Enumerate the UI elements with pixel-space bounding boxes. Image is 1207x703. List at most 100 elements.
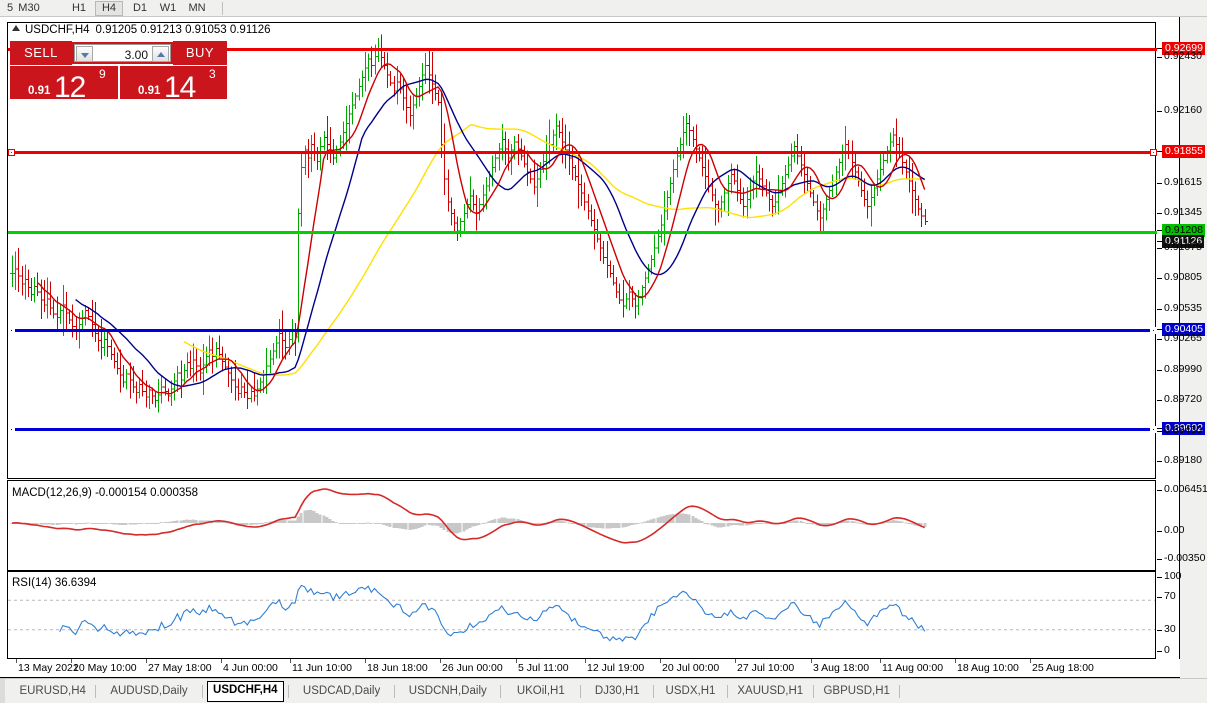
volume-decrement-button[interactable] [76, 46, 93, 62]
support-blue-lower[interactable] [8, 428, 1157, 431]
timeframe-m30[interactable]: M30 [18, 2, 40, 14]
buy-price-block[interactable]: 0.91 14 3 [120, 66, 227, 99]
price-axis-marker-red[interactable]: 0.92699 [1162, 42, 1205, 55]
tab-separator [95, 685, 97, 698]
time-axis-label: 26 Jun 00:00 [442, 662, 503, 674]
tab-separator [899, 685, 901, 698]
sell-button[interactable]: SELL [10, 41, 72, 65]
axis-tick [1157, 151, 1162, 152]
rsi-indicator-label: RSI(14) 36.6394 [12, 577, 97, 589]
axis-tick [1157, 213, 1162, 214]
tab-separator [500, 685, 502, 698]
price-axis-label: -0.00350 [1164, 552, 1206, 564]
price-axis-label: 0.92430 [1164, 50, 1202, 62]
chart-tab-gbpusd-h1[interactable]: GBPUSD,H1 [823, 685, 890, 697]
buy-price-prefix: 0.91 [138, 85, 161, 97]
chart-symbol-label: USDCHF,H4 [25, 24, 90, 36]
timeframe-m5[interactable]: 5 [6, 2, 14, 14]
volume-control[interactable]: 3.00 [72, 42, 173, 64]
time-axis-tick [955, 659, 956, 663]
axis-tick [1157, 278, 1162, 279]
chart-tab-usdchf-h4[interactable]: USDCHF,H4 [206, 681, 284, 702]
sell-price-point: 9 [99, 67, 106, 81]
support-blue-upper-handle-right[interactable] [1150, 327, 1157, 334]
tab-separator [201, 685, 203, 698]
axis-tick [1157, 559, 1162, 560]
chart-tab-bar[interactable]: EURUSD,H4 AUDUSD,Daily USDCHF,H4 USDCAD,Dai… [0, 678, 1207, 703]
price-panel-border [7, 22, 1156, 479]
price-axis-label: 0.89720 [1164, 393, 1202, 405]
chevron-down-icon [81, 53, 89, 58]
time-axis[interactable]: 13 May 2021 20 May 10:00 27 May 18:00 4 Jun… [8, 659, 1180, 677]
timeframe-mn[interactable]: MN [188, 2, 206, 14]
axis-tick [1157, 339, 1162, 340]
timeframe-h4[interactable]: H4 [95, 1, 123, 16]
support-blue-lower-handle-left[interactable] [8, 426, 15, 433]
chart-expand-arrow-icon[interactable] [12, 25, 20, 31]
candlestick-chart [10, 34, 928, 413]
axis-tick [1157, 597, 1162, 598]
buy-button[interactable]: BUY [173, 41, 227, 65]
axis-tick [1157, 309, 1162, 310]
support-green[interactable] [8, 231, 1157, 234]
price-axis-marker-black[interactable]: 0.91126 [1162, 235, 1205, 248]
support-blue-lower-handle-right[interactable] [1150, 426, 1157, 433]
price-axis-label: 0.92160 [1164, 104, 1202, 116]
one-click-trading-panel[interactable]: SELL 3.00 BUY 0.91 12 9 0.91 14 3 [10, 41, 227, 99]
price-axis-label: 0.90805 [1164, 271, 1202, 283]
time-axis-tick [71, 659, 72, 663]
price-axis-marker-green[interactable]: 0.91208 [1162, 224, 1205, 237]
toolbar-filler [183, 0, 1207, 16]
chart-ohlc-values: 0.91205 0.91213 0.91053 0.91126 [95, 24, 271, 36]
timeframe-w1[interactable]: W1 [159, 2, 177, 14]
macd-panel[interactable] [8, 481, 1155, 570]
chart-tab-ukoil-h1[interactable]: UKOil,H1 [516, 685, 565, 697]
resistance-red-mid-handle-right[interactable] [1150, 149, 1157, 156]
chart-tab-eurusd-h4[interactable]: EURUSD,H4 [19, 685, 86, 697]
axis-tick [1157, 577, 1162, 578]
axis-tick [1157, 48, 1162, 49]
buy-price-point: 3 [209, 67, 216, 81]
chart-tab-dj30-h1[interactable]: DJ30,H1 [594, 685, 640, 697]
rsi-panel-border [7, 571, 1156, 659]
chart-tab-usdx-h1[interactable]: USDX,H1 [665, 685, 716, 697]
timeframe-toolbar: 5 M30 H1 H4 D1 W1 MN [0, 0, 1207, 17]
resistance-red-mid[interactable] [8, 151, 1157, 154]
chart-tab-usdcnh-daily[interactable]: USDCNH,Daily [408, 685, 487, 697]
price-axis-label: 0.89990 [1164, 363, 1202, 375]
timeframe-h1[interactable]: H1 [71, 2, 87, 14]
time-axis-label: 3 Aug 18:00 [813, 662, 870, 674]
axis-tick [1157, 57, 1162, 58]
price-axis-label: 70 [1164, 590, 1176, 602]
price-axis[interactable]: 0.92699 0.92430 0.92160 0.91855 0.91615 0.913… [1157, 22, 1207, 659]
price-axis-marker-red[interactable]: 0.91855 [1162, 145, 1205, 158]
time-axis-tick [365, 659, 366, 663]
support-blue-upper-handle-left[interactable] [8, 327, 15, 334]
axis-tick [1157, 329, 1162, 330]
chart-tab-usdcad-daily[interactable]: USDCAD,Daily [302, 685, 381, 697]
rsi-panel[interactable] [8, 572, 1155, 658]
chart-tab-audusd-daily[interactable]: AUDUSD,Daily [110, 685, 188, 697]
support-blue-upper[interactable] [8, 329, 1157, 332]
volume-input-box[interactable]: 3.00 [74, 44, 171, 62]
resistance-red-upper[interactable] [8, 48, 1157, 51]
time-axis-label: 18 Jun 18:00 [367, 662, 428, 674]
volume-increment-button[interactable] [152, 46, 169, 62]
price-axis-label: 0.90265 [1164, 332, 1202, 344]
time-axis-label: 4 Jun 00:00 [223, 662, 278, 674]
axis-tick [1157, 490, 1162, 491]
price-axis-marker-blue[interactable]: 0.89602 [1162, 422, 1205, 435]
tab-separator [813, 685, 814, 698]
resistance-red-mid-handle-left[interactable] [8, 149, 15, 156]
sell-price-block[interactable]: 0.91 12 9 [10, 66, 118, 99]
axis-tick [1157, 241, 1162, 242]
timeframe-d1[interactable]: D1 [132, 2, 148, 14]
sell-price-prefix: 0.91 [28, 85, 51, 97]
price-axis-label: 30 [1164, 623, 1176, 635]
buy-price-big: 14 [164, 71, 196, 99]
macd-indicator-label: MACD(12,26,9) -0.000154 0.000358 [12, 487, 199, 499]
time-axis-tick [880, 659, 881, 663]
chart-tab-xauusd-h1[interactable]: XAUUSD,H1 [737, 685, 804, 697]
time-axis-label: 20 Jul 00:00 [662, 662, 720, 674]
price-axis-marker-blue[interactable]: 0.90405 [1162, 323, 1205, 336]
